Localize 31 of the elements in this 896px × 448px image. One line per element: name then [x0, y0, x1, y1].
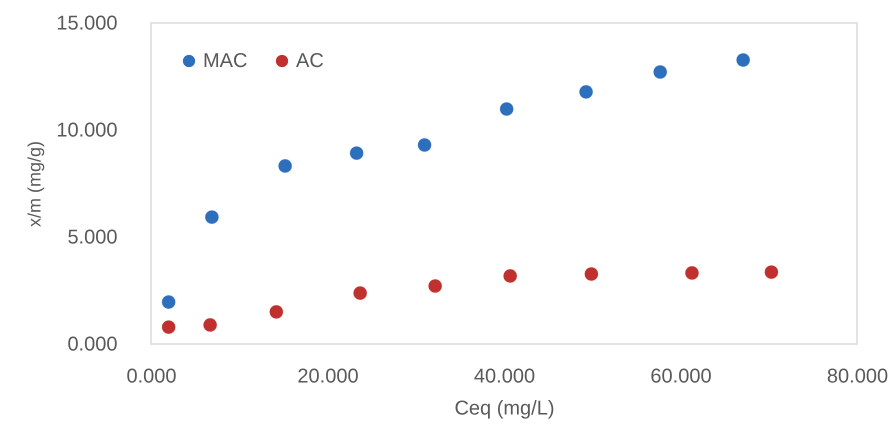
point	[162, 320, 176, 334]
point	[203, 318, 218, 332]
point	[204, 210, 219, 224]
x-tick-label: 0.000	[126, 366, 177, 388]
y-axis-title: x/m (mg/g)	[24, 140, 44, 228]
y-tick-label: 0.000	[67, 334, 118, 356]
point	[736, 52, 750, 68]
point	[269, 304, 284, 319]
point	[418, 138, 432, 152]
point	[653, 64, 668, 80]
point	[278, 158, 292, 173]
legend-label: AC	[296, 50, 324, 72]
point	[162, 295, 176, 310]
point	[579, 84, 594, 99]
point	[350, 146, 364, 160]
point	[764, 265, 778, 280]
x-tick-label: 40.000	[474, 366, 536, 388]
y-tick-label: 10.000	[56, 120, 118, 142]
point	[503, 268, 518, 283]
y-tick-label: 5.000	[67, 226, 118, 248]
point	[584, 266, 598, 282]
point	[684, 266, 700, 280]
x-tick-label: 80.000	[826, 366, 888, 388]
x-tick-label: 20.000	[297, 366, 359, 388]
point	[428, 278, 442, 294]
x-axis-title: Ceq (mg/L)	[454, 398, 555, 420]
point	[353, 286, 368, 300]
y-tick-label: 15.000	[56, 12, 118, 34]
x-tick-label: 60.000	[650, 366, 712, 388]
legend-label: MAC	[203, 50, 248, 72]
point	[500, 102, 514, 116]
